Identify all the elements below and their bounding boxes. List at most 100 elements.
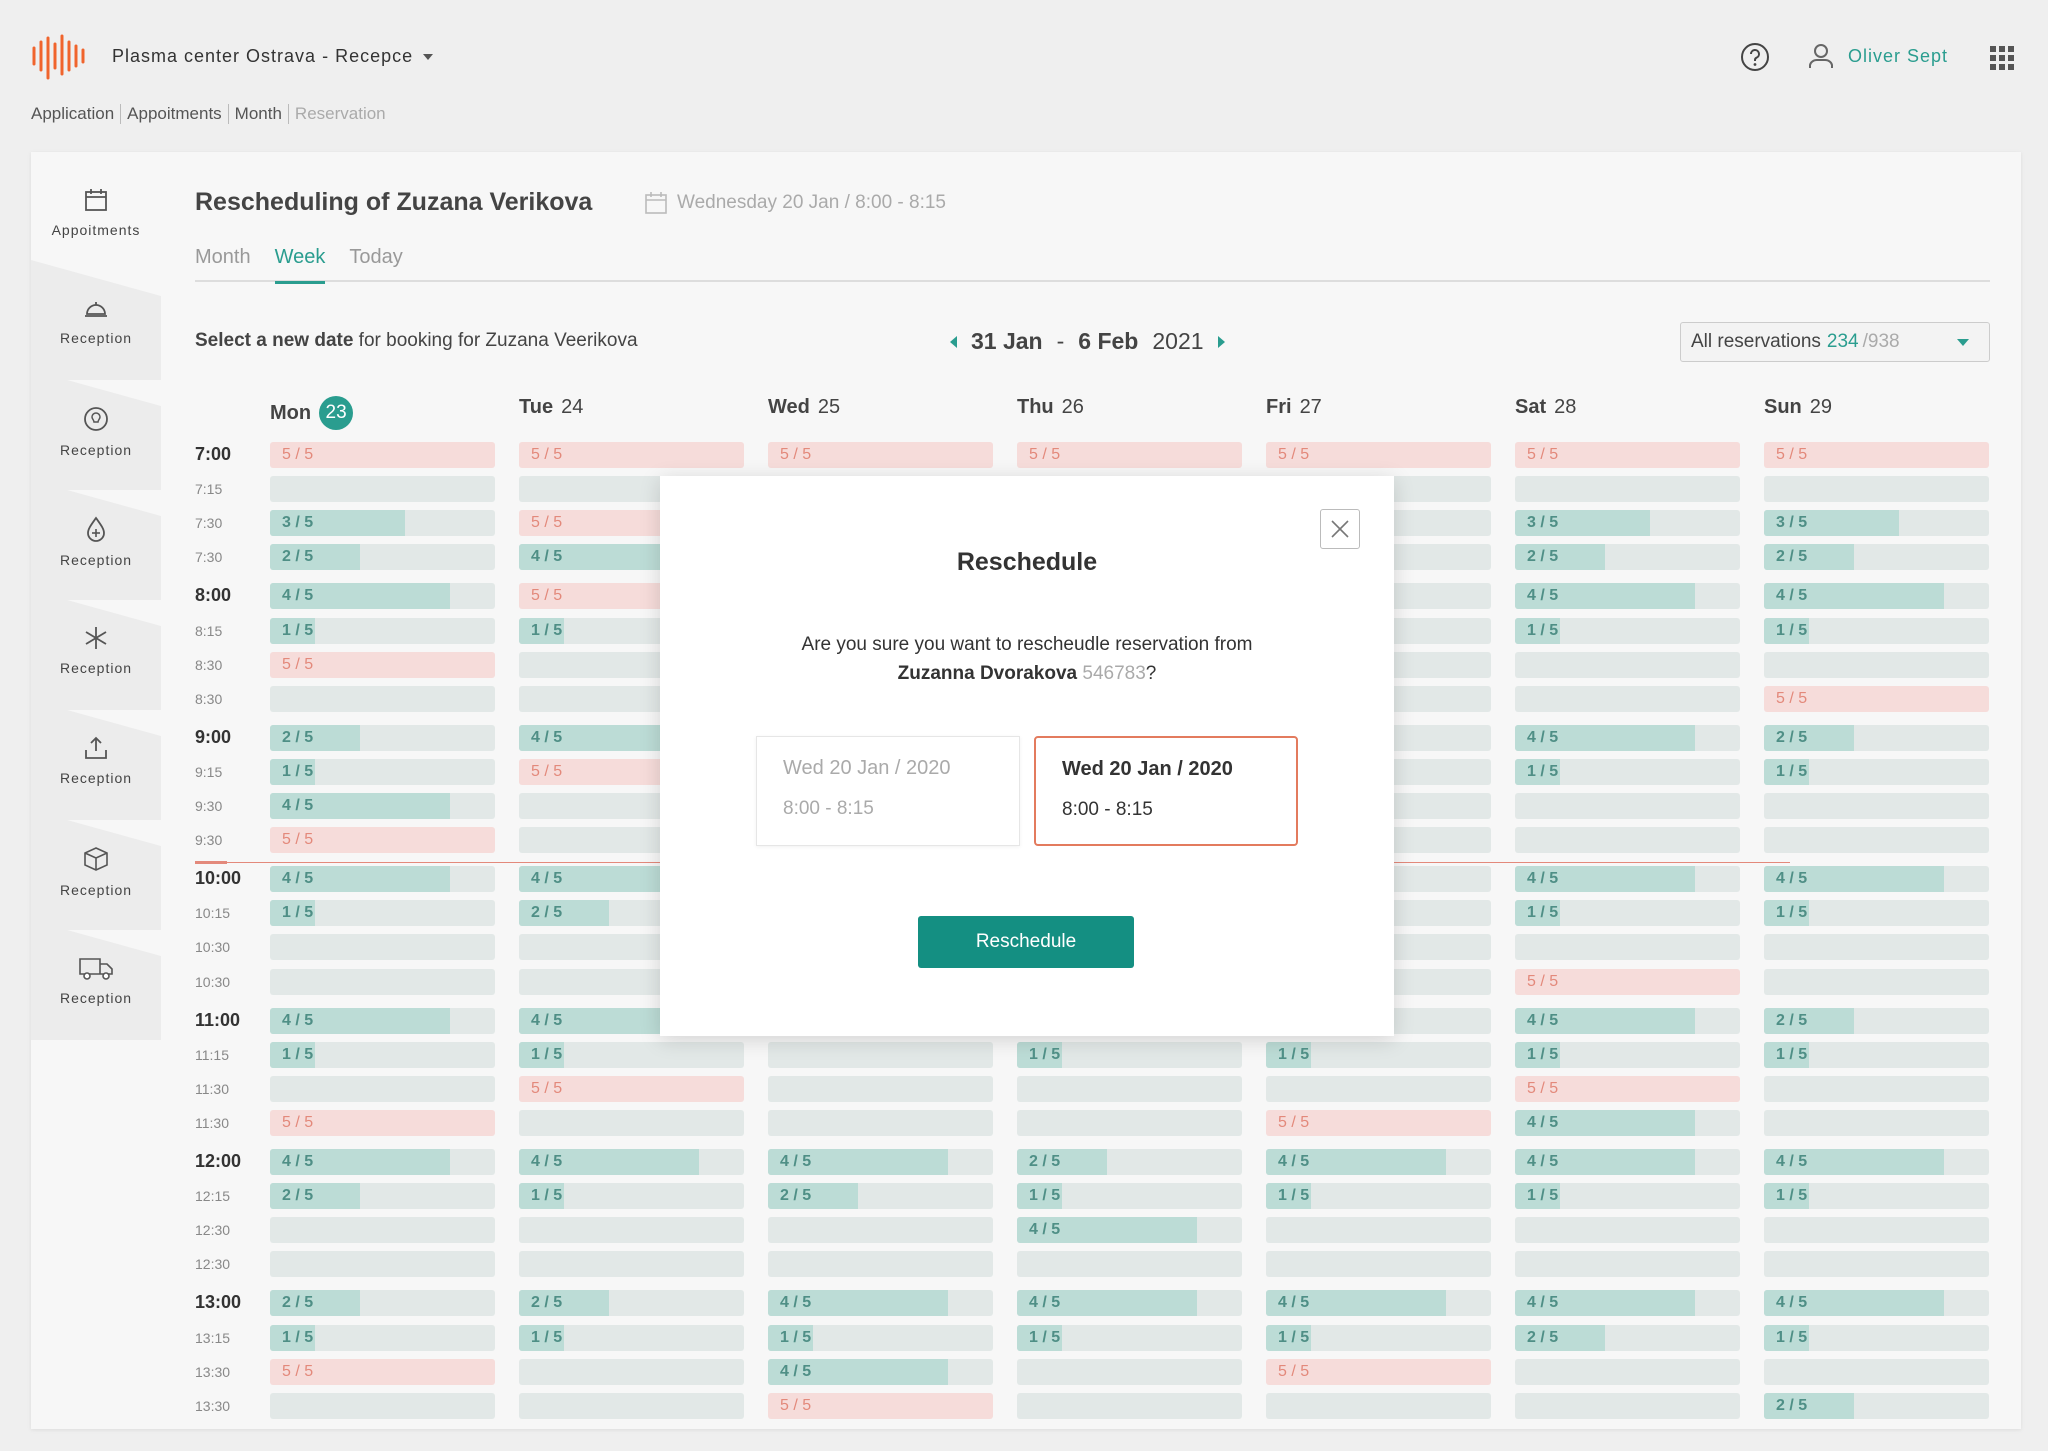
time-slot[interactable]: 4 / 5 [519, 1149, 744, 1175]
time-slot[interactable]: 4 / 5 [1515, 1290, 1740, 1317]
time-slot[interactable]: 3 / 5 [1764, 510, 1989, 537]
time-slot[interactable] [1266, 1392, 1491, 1419]
time-slot[interactable] [1017, 1251, 1242, 1278]
time-slot[interactable]: 2 / 5 [1764, 1392, 1989, 1419]
time-slot[interactable]: 1 / 5 [1764, 1183, 1989, 1210]
breadcrumb-item[interactable]: Month [227, 104, 288, 124]
time-slot[interactable]: 5 / 5 [270, 827, 495, 854]
time-slot[interactable]: 4 / 5 [1515, 583, 1740, 610]
sidebar-item-reception-2[interactable]: Reception [31, 370, 161, 478]
sidebar-item-reception-5[interactable]: Reception [31, 700, 161, 808]
time-slot[interactable]: 1 / 5 [1017, 1183, 1242, 1210]
time-slot[interactable]: 1 / 5 [270, 1041, 495, 1068]
time-slot[interactable] [1515, 685, 1740, 712]
time-slot[interactable] [1266, 1217, 1491, 1244]
time-slot[interactable]: 3 / 5 [1515, 510, 1740, 537]
help-icon[interactable] [1740, 42, 1770, 72]
time-slot[interactable] [1266, 1251, 1491, 1278]
time-slot[interactable]: 1 / 5 [270, 1324, 495, 1351]
time-slot[interactable]: 5 / 5 [1515, 968, 1740, 995]
time-slot[interactable]: 5 / 5 [768, 1392, 993, 1419]
time-slot[interactable]: 1 / 5 [519, 1041, 744, 1068]
time-slot[interactable] [1764, 934, 1989, 961]
time-slot[interactable]: 1 / 5 [1017, 1041, 1242, 1068]
time-slot[interactable]: 5 / 5 [1017, 442, 1242, 468]
time-slot[interactable] [1017, 1109, 1242, 1136]
time-slot[interactable]: 2 / 5 [768, 1183, 993, 1210]
time-slot[interactable]: 4 / 5 [1266, 1290, 1491, 1317]
time-slot[interactable]: 5 / 5 [1764, 442, 1989, 468]
org-selector[interactable]: Plasma center Ostrava - Recepce [112, 46, 434, 67]
time-slot[interactable] [1515, 651, 1740, 678]
time-slot[interactable]: 4 / 5 [1515, 866, 1740, 893]
time-slot[interactable]: 4 / 5 [1515, 1149, 1740, 1175]
prev-week-icon[interactable] [950, 335, 957, 348]
time-slot[interactable]: 1 / 5 [1515, 1183, 1740, 1210]
time-slot[interactable] [270, 476, 495, 503]
sidebar-item-reception-7[interactable]: Reception [31, 920, 161, 1028]
breadcrumb-item[interactable]: Appoitments [120, 104, 228, 124]
sidebar-item-reception-4[interactable]: Reception [31, 590, 161, 698]
time-slot[interactable]: 1 / 5 [519, 1183, 744, 1210]
time-slot[interactable]: 4 / 5 [768, 1149, 993, 1175]
time-slot[interactable] [768, 1075, 993, 1102]
time-slot[interactable] [1515, 827, 1740, 854]
time-slot[interactable]: 5 / 5 [270, 442, 495, 468]
time-slot[interactable]: 1 / 5 [1764, 1324, 1989, 1351]
time-slot[interactable]: 1 / 5 [1266, 1041, 1491, 1068]
time-slot[interactable]: 1 / 5 [270, 617, 495, 644]
time-slot[interactable] [768, 1109, 993, 1136]
time-slot[interactable]: 5 / 5 [1515, 1075, 1740, 1102]
time-slot[interactable] [1515, 1392, 1740, 1419]
time-slot[interactable]: 4 / 5 [270, 583, 495, 610]
time-slot[interactable]: 1 / 5 [1515, 758, 1740, 785]
time-slot[interactable] [1017, 1358, 1242, 1385]
time-slot[interactable]: 4 / 5 [1515, 1109, 1740, 1136]
time-slot[interactable] [519, 1358, 744, 1385]
time-slot[interactable] [768, 1251, 993, 1278]
time-slot[interactable]: 5 / 5 [270, 1358, 495, 1385]
time-slot[interactable]: 4 / 5 [768, 1290, 993, 1317]
time-slot[interactable] [1764, 793, 1989, 819]
time-slot[interactable]: 5 / 5 [1266, 442, 1491, 468]
time-slot[interactable]: 1 / 5 [270, 758, 495, 785]
time-slot[interactable]: 1 / 5 [1764, 617, 1989, 644]
close-button[interactable] [1320, 509, 1360, 549]
time-slot[interactable]: 4 / 5 [768, 1358, 993, 1385]
time-slot[interactable]: 4 / 5 [270, 866, 495, 893]
time-slot[interactable]: 1 / 5 [1764, 1041, 1989, 1068]
time-slot[interactable] [270, 1075, 495, 1102]
time-slot[interactable]: 1 / 5 [1764, 900, 1989, 927]
time-slot[interactable] [1017, 1392, 1242, 1419]
apps-grid-icon[interactable] [1990, 46, 2014, 70]
sidebar-item-reception-6[interactable]: Reception [31, 810, 161, 918]
time-slot[interactable] [1515, 934, 1740, 961]
time-slot[interactable] [1515, 1217, 1740, 1244]
tab-today[interactable]: Today [349, 246, 403, 268]
time-slot[interactable]: 5 / 5 [270, 651, 495, 678]
time-slot[interactable] [1764, 1075, 1989, 1102]
time-slot[interactable]: 1 / 5 [1515, 1041, 1740, 1068]
time-slot[interactable]: 1 / 5 [1515, 617, 1740, 644]
time-slot[interactable]: 2 / 5 [270, 1290, 495, 1317]
time-slot[interactable] [1764, 1217, 1989, 1244]
time-slot[interactable]: 5 / 5 [519, 1075, 744, 1102]
time-slot[interactable]: 4 / 5 [1515, 724, 1740, 751]
time-slot[interactable]: 1 / 5 [1515, 900, 1740, 927]
time-slot[interactable]: 2 / 5 [270, 1183, 495, 1210]
time-slot[interactable] [519, 1392, 744, 1419]
time-slot[interactable]: 2 / 5 [270, 544, 495, 571]
time-slot[interactable]: 1 / 5 [768, 1324, 993, 1351]
time-slot[interactable]: 3 / 5 [270, 510, 495, 537]
time-slot[interactable] [519, 1251, 744, 1278]
time-slot[interactable] [270, 685, 495, 712]
time-slot[interactable]: 4 / 5 [270, 1149, 495, 1175]
time-slot[interactable] [270, 1217, 495, 1244]
time-slot[interactable]: 2 / 5 [1764, 544, 1989, 571]
reservations-filter[interactable]: All reservations 234 /938 [1680, 322, 1990, 362]
time-slot[interactable] [1017, 1075, 1242, 1102]
time-slot[interactable] [1515, 476, 1740, 503]
time-slot[interactable] [1764, 1109, 1989, 1136]
time-slot[interactable]: 4 / 5 [1017, 1290, 1242, 1317]
new-slot-card[interactable]: Wed 20 Jan / 2020 8:00 - 8:15 [1034, 736, 1298, 846]
